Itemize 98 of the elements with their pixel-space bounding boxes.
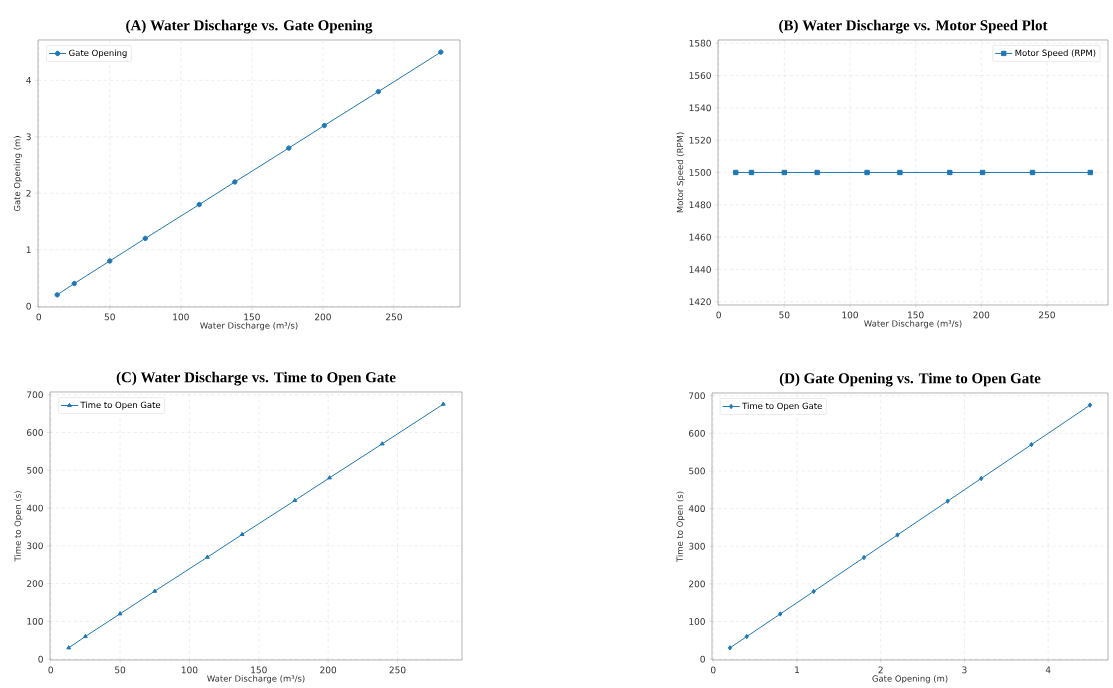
y-tick-label: 1560 — [689, 72, 711, 79]
point — [440, 401, 446, 406]
y-tick-label: 100 — [27, 617, 43, 625]
y-tick-label: 300 — [27, 542, 43, 550]
point — [861, 554, 867, 561]
point — [292, 497, 298, 503]
x-tick-label: 0 — [48, 666, 53, 674]
chart-title: (D) Gate Opening vs. Time to Open Gate — [779, 372, 1041, 387]
point — [232, 179, 238, 185]
point — [727, 645, 733, 651]
point — [71, 280, 77, 287]
y-tick-label: 3 — [26, 133, 31, 141]
y-tick-label: 1520 — [689, 136, 711, 144]
x-axis-title: Water Discharge (m³/s) — [200, 322, 298, 331]
point — [286, 145, 292, 151]
y-tick-label: 0 — [700, 655, 705, 663]
y-axis-title: Time to Open (s) — [676, 491, 685, 562]
point — [1087, 402, 1093, 408]
y-axis-title: Motor Speed (RPM) — [676, 132, 685, 213]
point — [1029, 441, 1034, 448]
x-tick-label: 50 — [115, 666, 126, 674]
y-tick-label: 0 — [26, 302, 31, 310]
y-tick-label: 400 — [688, 505, 705, 512]
legend-label: Time to Open Gate — [80, 401, 161, 410]
y-tick-label: 1480 — [689, 201, 711, 209]
x-tick-label: 3 — [962, 666, 967, 674]
y-tick-label: 1 — [26, 246, 31, 253]
point — [196, 201, 202, 208]
y-tick-label: 600 — [689, 429, 705, 437]
point — [945, 498, 950, 504]
y-tick-label: 1580 — [689, 39, 711, 47]
point — [375, 88, 381, 95]
y-tick-label: 2 — [26, 189, 31, 197]
chart-title: (B) Water Discharge vs. Motor Speed Plot — [779, 19, 1048, 34]
point — [117, 611, 123, 616]
point — [107, 258, 113, 264]
y-axis-title: Gate Opening (m) — [13, 136, 22, 212]
y-tick-label: 1440 — [689, 266, 711, 273]
y-tick-label: 1500 — [689, 169, 711, 176]
y-tick-label: 700 — [27, 391, 43, 399]
point — [778, 611, 783, 617]
y-tick-label: 700 — [689, 392, 705, 400]
y-tick-label: 600 — [27, 429, 43, 436]
y-tick-label: 4 — [26, 77, 31, 84]
point — [811, 588, 816, 595]
x-tick-label: 200 — [315, 313, 331, 321]
y-tick-label: 200 — [27, 580, 43, 587]
x-tick-label: 250 — [386, 313, 402, 321]
x-axis-title: Water Discharge (m³/s) — [207, 675, 305, 684]
x-tick-label: 0 — [711, 666, 716, 674]
point — [66, 645, 72, 650]
y-tick-label: 500 — [689, 467, 705, 475]
x-tick-label: 150 — [908, 311, 924, 319]
y-tick-label: 1420 — [689, 298, 711, 306]
y-tick-label: 1540 — [689, 104, 711, 112]
y-tick-label: 500 — [27, 466, 43, 474]
y-tick-label: 200 — [689, 580, 705, 588]
x-tick-label: 50 — [104, 313, 115, 321]
point — [979, 475, 984, 482]
point — [321, 122, 328, 129]
y-tick-label: 400 — [26, 504, 43, 512]
x-tick-label: 1 — [795, 666, 800, 674]
x-tick-label: 50 — [779, 311, 790, 319]
x-tick-label: 100 — [181, 666, 198, 674]
point — [239, 531, 245, 537]
y-tick-label: 100 — [689, 618, 705, 625]
legend-label: Motor Speed (RPM) — [1015, 49, 1096, 58]
y-tick-label: 1460 — [689, 233, 711, 241]
x-tick-label: 250 — [389, 666, 406, 674]
point — [54, 292, 60, 298]
point — [895, 532, 900, 538]
y-tick-label: 300 — [689, 542, 705, 550]
point — [82, 633, 88, 639]
x-tick-label: 200 — [320, 666, 337, 674]
point — [744, 633, 749, 640]
chart-title: (A) Water Discharge vs. Gate Opening — [126, 19, 373, 34]
point — [142, 235, 148, 242]
point — [205, 554, 210, 559]
x-tick-label: 100 — [842, 311, 858, 319]
point — [438, 49, 444, 55]
y-tick-label: 0 — [38, 655, 43, 663]
x-tick-label: 250 — [1039, 311, 1055, 319]
point — [152, 588, 158, 593]
legend-label: Time to Open Gate — [742, 402, 822, 411]
x-tick-label: 200 — [973, 311, 990, 319]
x-tick-label: 150 — [244, 313, 260, 321]
x-tick-label: 4 — [1045, 666, 1051, 674]
x-tick-label: 150 — [251, 666, 267, 674]
point — [379, 441, 385, 446]
x-tick-label: 100 — [173, 313, 189, 321]
chart-title: (C) Water Discharge vs. Time to Open Gate — [116, 371, 396, 386]
x-tick-label: 0 — [716, 311, 721, 319]
legend-label: Gate Opening — [69, 49, 127, 58]
x-axis-title: Gate Opening (m) — [872, 675, 948, 684]
x-axis-title: Water Discharge (m³/s) — [864, 320, 962, 329]
y-axis-title: Time to Open (s) — [14, 491, 23, 562]
point — [327, 475, 332, 480]
x-tick-label: 2 — [878, 666, 883, 674]
